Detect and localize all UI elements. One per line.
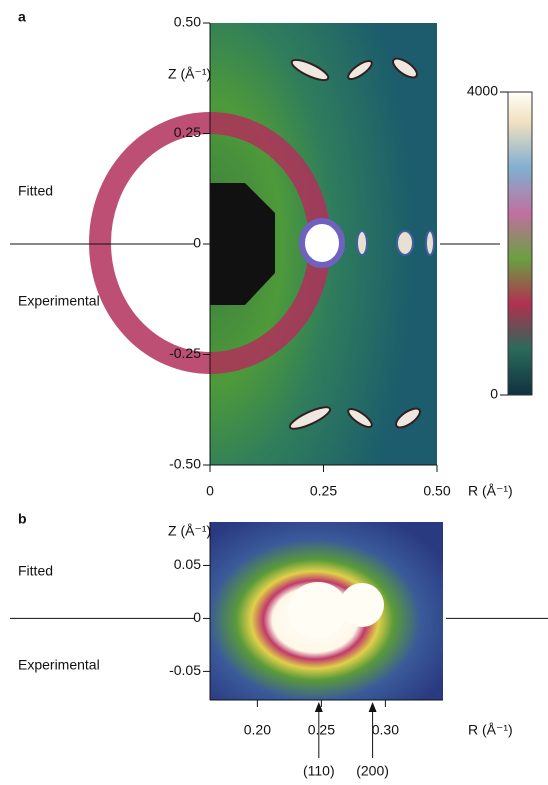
x-axis-label: R (Å⁻¹) xyxy=(468,722,513,738)
peak xyxy=(288,582,348,638)
x-tick-label: 0.20 xyxy=(244,722,271,738)
y-axis-label: Z (Å⁻¹) xyxy=(168,66,211,82)
y-tick-label: -0.05 xyxy=(169,662,201,678)
x-tick-label: 0.30 xyxy=(372,722,399,738)
peak xyxy=(299,218,345,268)
arrow-head xyxy=(368,702,377,712)
peak xyxy=(347,59,373,81)
upper-label: Fitted xyxy=(18,183,53,199)
beamstop xyxy=(210,183,275,305)
peak xyxy=(395,407,421,429)
x-tick-label: 0 xyxy=(206,483,214,499)
lower-label: Experimental xyxy=(18,657,100,673)
colorbar xyxy=(507,91,533,396)
y-tick-label: 0 xyxy=(193,235,201,251)
panel-label: b xyxy=(18,511,27,527)
y-tick-label: -0.50 xyxy=(169,456,201,472)
x-tick-label: 0.25 xyxy=(310,483,337,499)
peak xyxy=(288,406,332,430)
peak xyxy=(356,230,368,256)
y-axis-label: Z (Å⁻¹) xyxy=(168,523,211,539)
annotation: (200) xyxy=(356,763,389,779)
arrow-head xyxy=(314,702,323,712)
colorbar-tick-label: 4000 xyxy=(467,83,498,99)
y-tick-label: 0.50 xyxy=(174,14,201,30)
panel-label: a xyxy=(18,9,26,25)
annotation: (110) xyxy=(303,763,335,779)
x-tick-label: 0.50 xyxy=(423,483,450,499)
y-tick-label: 0 xyxy=(193,609,201,625)
x-axis-label: R (Å⁻¹) xyxy=(468,483,513,499)
peak xyxy=(392,57,418,79)
peak xyxy=(290,58,330,82)
peak xyxy=(425,230,435,256)
y-tick-label: 0.05 xyxy=(174,556,201,572)
y-tick-label: -0.25 xyxy=(169,345,201,361)
upper-label: Fitted xyxy=(18,563,53,579)
peak xyxy=(347,407,373,429)
peak xyxy=(340,583,384,627)
peak xyxy=(396,230,414,256)
heatmap-a xyxy=(89,23,437,465)
y-tick-label: 0.25 xyxy=(174,124,201,140)
colorbar-tick-label: 0 xyxy=(490,386,498,402)
x-tick-label: 0.25 xyxy=(308,722,335,738)
lower-label: Experimental xyxy=(18,293,100,309)
heatmap-b xyxy=(210,522,443,700)
